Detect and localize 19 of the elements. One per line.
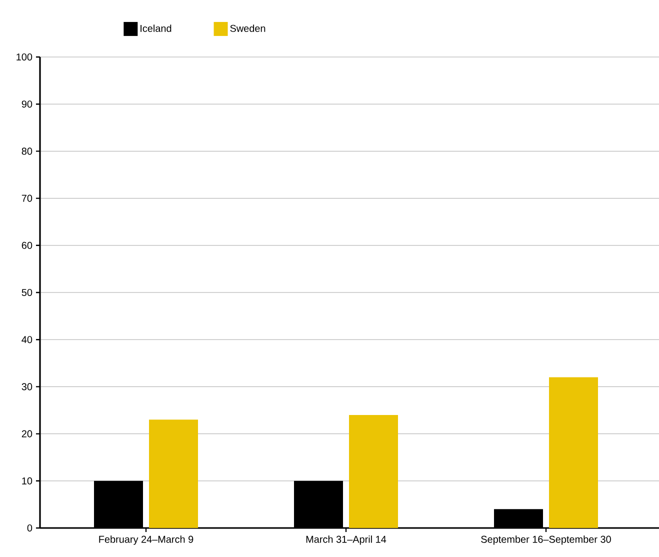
y-tick-label: 50 (22, 288, 32, 296)
y-tick-label: 20 (22, 430, 32, 438)
y-tick-label: 60 (22, 242, 32, 249)
y-tick-label: 100 (16, 53, 32, 61)
bar (149, 420, 198, 528)
legend-label: Iceland (140, 24, 172, 32)
legend-label: Sweden (230, 24, 266, 32)
y-tick-label: 90 (22, 100, 32, 108)
y-tick-label: 70 (22, 194, 32, 202)
y-tick-label: 10 (22, 477, 32, 484)
x-tick-label: September 16–September 30 (481, 536, 611, 545)
x-tick-label: March 31–April 14 (306, 536, 386, 545)
y-tick-label: 30 (22, 383, 32, 390)
y-tick-label: 80 (22, 148, 32, 155)
x-tick-label: February 24–March 9 (99, 536, 194, 545)
y-tick-label: 0 (27, 524, 32, 532)
bar (349, 414, 398, 528)
y-tick-label: 40 (22, 336, 32, 344)
bar (549, 377, 598, 528)
